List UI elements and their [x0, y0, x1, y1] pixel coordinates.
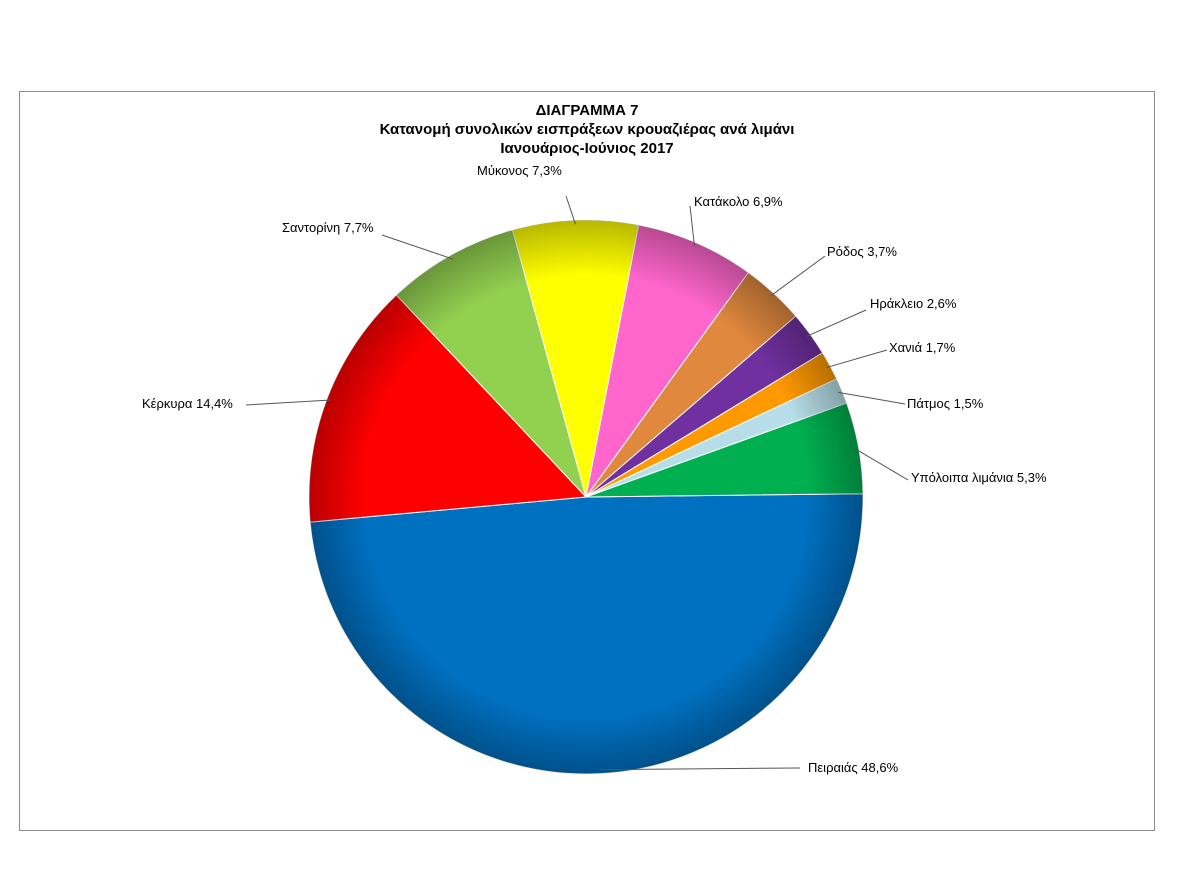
chart-title-line-3: Ιανουάριος-Ιούνιος 2017	[500, 140, 674, 157]
leader-line-4	[565, 195, 576, 225]
leader-line-9	[838, 391, 906, 405]
leader-line-7	[806, 309, 867, 337]
slice-label-5: Κατάκολο 6,9%	[694, 194, 783, 209]
leader-line-5	[689, 205, 696, 247]
leader-line-6	[770, 255, 826, 297]
slice-label-3: Σαντορίνη 7,7%	[282, 220, 374, 235]
leader-line-1	[599, 767, 801, 771]
slice-label-10: Υπόλοιπα λιμάνια 5,3%	[911, 470, 1047, 485]
slice-label-9: Πάτμος 1,5%	[907, 396, 984, 411]
chart-title-line-1: ΔΙΑΓΡΑΜΜΑ 7	[535, 102, 639, 119]
slice-label-2: Κέρκυρα 14,4%	[142, 396, 233, 411]
chart-title: ΔΙΑΓΡΑΜΜΑ 7 Κατανομή συνολικών εισπράξεω…	[0, 101, 1174, 158]
slice-label-6: Ρόδος 3,7%	[827, 244, 897, 259]
leader-line-10	[854, 447, 909, 481]
slice-label-8: Χανιά 1,7%	[889, 340, 956, 355]
slice-label-1: Πειραιάς 48,6%	[808, 760, 899, 775]
leader-line-3	[381, 234, 453, 260]
leader-line-8	[826, 349, 888, 369]
chart-title-line-2: Κατανομή συνολικών εισπράξεων κρουαζιέρα…	[379, 121, 795, 138]
slice-label-4: Μύκονος 7,3%	[477, 163, 562, 178]
pie-slice-1	[309, 493, 864, 775]
leader-line-2	[245, 399, 331, 406]
slice-label-7: Ηράκλειο 2,6%	[870, 296, 957, 311]
